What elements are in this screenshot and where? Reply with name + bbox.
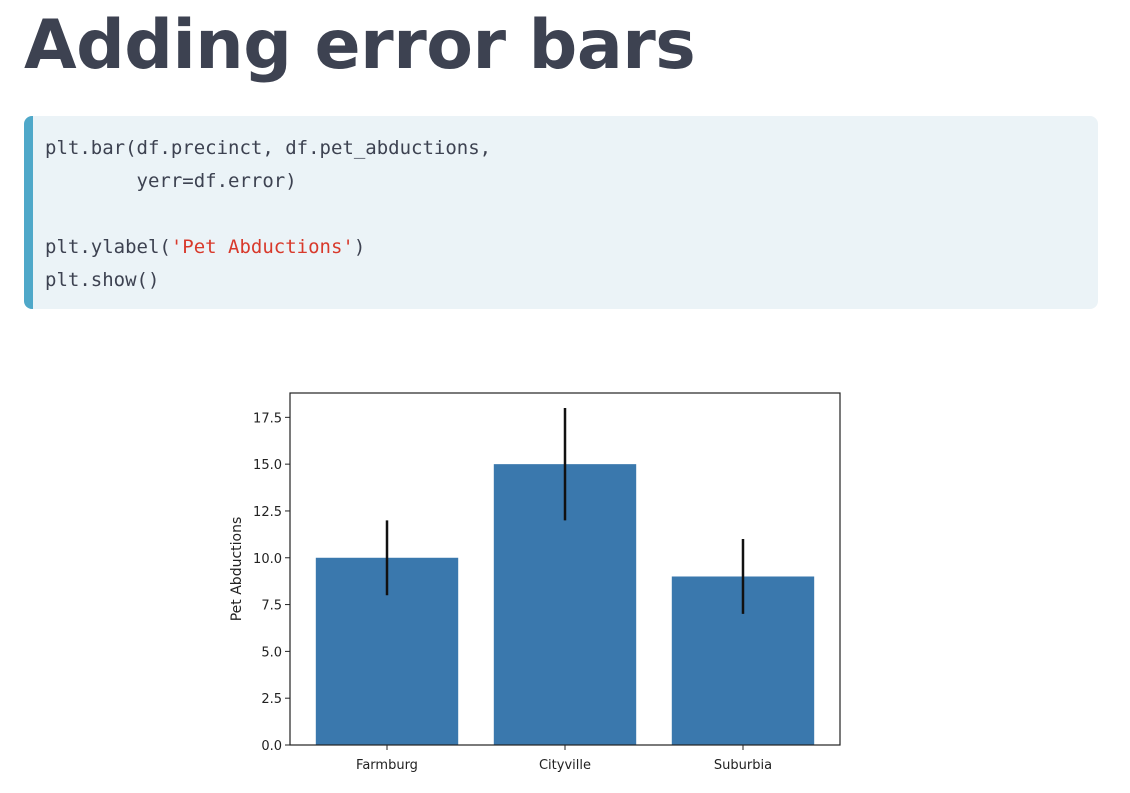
code-line: plt.ylabel('Pet Abductions') (45, 231, 1098, 264)
code-line: plt.bar(df.precinct, df.pet_abductions, (45, 132, 1098, 165)
code-text: plt.show() (45, 269, 160, 291)
plot-frame (289, 392, 841, 746)
code-string: 'Pet Abductions' (170, 236, 354, 258)
y-tick-label: 2.5 (261, 692, 282, 707)
y-tick-label: 12.5 (253, 505, 282, 520)
y-tick-label: 15.0 (253, 458, 282, 473)
slide-title: Adding error bars (24, 6, 696, 85)
code-line: plt.show() (45, 264, 1098, 297)
y-tick-label: 5.0 (261, 645, 282, 660)
x-tick-label: Cityville (539, 758, 591, 773)
code-text: ) (353, 236, 366, 258)
y-axis-label: Pet Abductions (229, 517, 245, 622)
code-text: plt.ylabel( (45, 236, 171, 258)
x-tick-label: Farmburg (356, 758, 418, 773)
y-tick-label: 10.0 (253, 552, 282, 567)
y-tick-label: 7.5 (261, 599, 282, 614)
y-tick-label: 17.5 (253, 411, 282, 426)
code-text: yerr=df.error) (45, 170, 297, 192)
y-tick-label: 0.0 (261, 739, 282, 754)
code-text: plt.bar(df.precinct, df.pet_abductions, (45, 137, 492, 159)
code-line: yerr=df.error) (45, 165, 1098, 198)
code-block: plt.bar(df.precinct, df.pet_abductions, … (24, 116, 1098, 309)
x-tick-label: Suburbia (714, 758, 772, 773)
